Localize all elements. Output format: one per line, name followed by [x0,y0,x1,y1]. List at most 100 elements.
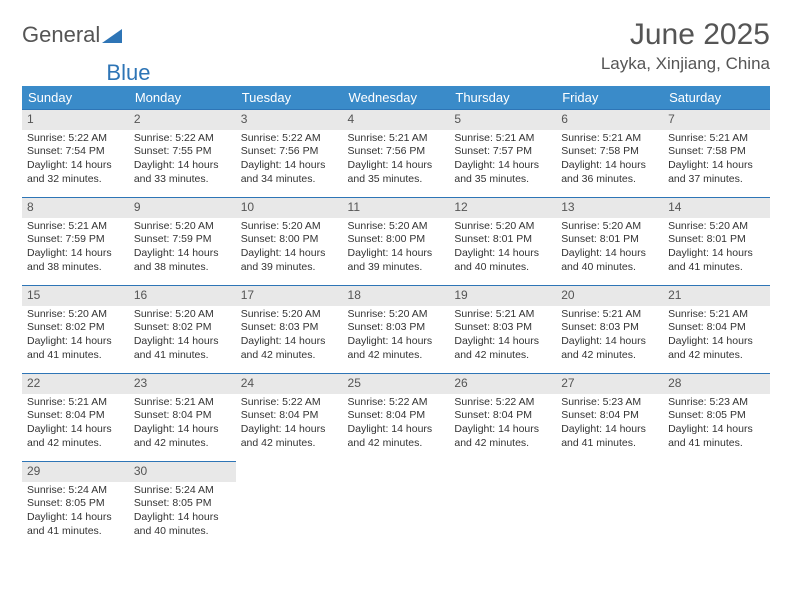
calendar-day-cell: 10Sunrise: 5:20 AMSunset: 8:00 PMDayligh… [236,198,343,286]
sunrise-line: Sunrise: 5:24 AM [27,484,124,498]
day-number: 2 [129,110,236,130]
day-details: Sunrise: 5:22 AMSunset: 7:56 PMDaylight:… [236,132,343,187]
day-number: 5 [449,110,556,130]
sunset-line: Sunset: 8:03 PM [454,321,551,335]
calendar-day-cell: 16Sunrise: 5:20 AMSunset: 8:02 PMDayligh… [129,286,236,374]
calendar-day-cell: 29Sunrise: 5:24 AMSunset: 8:05 PMDayligh… [22,462,129,550]
weekday-header: Tuesday [236,86,343,110]
sunset-line: Sunset: 8:02 PM [27,321,124,335]
day-number: 15 [22,286,129,306]
daylight-line: Daylight: 14 hours and 42 minutes. [561,335,658,362]
daylight-line: Daylight: 14 hours and 40 minutes. [454,247,551,274]
daylight-line: Daylight: 14 hours and 42 minutes. [454,423,551,450]
day-details: Sunrise: 5:21 AMSunset: 7:58 PMDaylight:… [556,132,663,187]
daylight-line: Daylight: 14 hours and 41 minutes. [134,335,231,362]
day-details: Sunrise: 5:23 AMSunset: 8:04 PMDaylight:… [556,396,663,451]
sunset-line: Sunset: 8:04 PM [561,409,658,423]
sunset-line: Sunset: 8:03 PM [348,321,445,335]
sunset-line: Sunset: 8:05 PM [668,409,765,423]
day-details: Sunrise: 5:21 AMSunset: 8:04 PMDaylight:… [663,308,770,363]
calendar-day-cell: 3Sunrise: 5:22 AMSunset: 7:56 PMDaylight… [236,110,343,198]
day-details: Sunrise: 5:21 AMSunset: 7:56 PMDaylight:… [343,132,450,187]
weekday-header: Friday [556,86,663,110]
calendar-week-row: 8Sunrise: 5:21 AMSunset: 7:59 PMDaylight… [22,198,770,286]
calendar-day-cell: 21Sunrise: 5:21 AMSunset: 8:04 PMDayligh… [663,286,770,374]
day-details: Sunrise: 5:20 AMSunset: 8:01 PMDaylight:… [449,220,556,275]
calendar-day-cell: 13Sunrise: 5:20 AMSunset: 8:01 PMDayligh… [556,198,663,286]
calendar-day-cell: 30Sunrise: 5:24 AMSunset: 8:05 PMDayligh… [129,462,236,550]
day-number: 20 [556,286,663,306]
sunset-line: Sunset: 7:55 PM [134,145,231,159]
calendar-day-cell: 1Sunrise: 5:22 AMSunset: 7:54 PMDaylight… [22,110,129,198]
logo: General [22,18,122,48]
day-details: Sunrise: 5:20 AMSunset: 8:01 PMDaylight:… [556,220,663,275]
sunrise-line: Sunrise: 5:23 AM [668,396,765,410]
sunset-line: Sunset: 8:04 PM [241,409,338,423]
day-number: 6 [556,110,663,130]
day-details: Sunrise: 5:22 AMSunset: 8:04 PMDaylight:… [343,396,450,451]
sunset-line: Sunset: 8:04 PM [134,409,231,423]
daylight-line: Daylight: 14 hours and 38 minutes. [27,247,124,274]
daylight-line: Daylight: 14 hours and 32 minutes. [27,159,124,186]
calendar-day-cell: 19Sunrise: 5:21 AMSunset: 8:03 PMDayligh… [449,286,556,374]
daylight-line: Daylight: 14 hours and 42 minutes. [348,335,445,362]
day-number: 16 [129,286,236,306]
daylight-line: Daylight: 14 hours and 38 minutes. [134,247,231,274]
daylight-line: Daylight: 14 hours and 42 minutes. [454,335,551,362]
day-details: Sunrise: 5:20 AMSunset: 8:03 PMDaylight:… [236,308,343,363]
sunrise-line: Sunrise: 5:24 AM [134,484,231,498]
day-details: Sunrise: 5:21 AMSunset: 7:58 PMDaylight:… [663,132,770,187]
calendar-day-cell: 8Sunrise: 5:21 AMSunset: 7:59 PMDaylight… [22,198,129,286]
day-details: Sunrise: 5:20 AMSunset: 8:02 PMDaylight:… [22,308,129,363]
daylight-line: Daylight: 14 hours and 41 minutes. [668,423,765,450]
daylight-line: Daylight: 14 hours and 36 minutes. [561,159,658,186]
calendar-day-cell: 6Sunrise: 5:21 AMSunset: 7:58 PMDaylight… [556,110,663,198]
calendar-day-cell: 26Sunrise: 5:22 AMSunset: 8:04 PMDayligh… [449,374,556,462]
sunrise-line: Sunrise: 5:21 AM [561,132,658,146]
day-number: 12 [449,198,556,218]
day-number: 4 [343,110,450,130]
sunrise-line: Sunrise: 5:20 AM [27,308,124,322]
day-number: 10 [236,198,343,218]
calendar-day-cell [663,462,770,550]
sunset-line: Sunset: 7:57 PM [454,145,551,159]
day-number: 1 [22,110,129,130]
calendar-day-cell [236,462,343,550]
sunrise-line: Sunrise: 5:21 AM [454,132,551,146]
weekday-header: Thursday [449,86,556,110]
day-details: Sunrise: 5:22 AMSunset: 7:55 PMDaylight:… [129,132,236,187]
daylight-line: Daylight: 14 hours and 39 minutes. [348,247,445,274]
calendar-day-cell: 23Sunrise: 5:21 AMSunset: 8:04 PMDayligh… [129,374,236,462]
calendar-day-cell [449,462,556,550]
calendar-day-cell: 17Sunrise: 5:20 AMSunset: 8:03 PMDayligh… [236,286,343,374]
calendar-day-cell: 20Sunrise: 5:21 AMSunset: 8:03 PMDayligh… [556,286,663,374]
calendar-table: Sunday Monday Tuesday Wednesday Thursday… [22,86,770,550]
calendar-day-cell: 7Sunrise: 5:21 AMSunset: 7:58 PMDaylight… [663,110,770,198]
daylight-line: Daylight: 14 hours and 41 minutes. [561,423,658,450]
calendar-day-cell: 14Sunrise: 5:20 AMSunset: 8:01 PMDayligh… [663,198,770,286]
calendar-day-cell: 15Sunrise: 5:20 AMSunset: 8:02 PMDayligh… [22,286,129,374]
sunrise-line: Sunrise: 5:22 AM [241,396,338,410]
sunset-line: Sunset: 7:58 PM [561,145,658,159]
sunset-line: Sunset: 7:56 PM [348,145,445,159]
calendar-day-cell: 22Sunrise: 5:21 AMSunset: 8:04 PMDayligh… [22,374,129,462]
sunset-line: Sunset: 7:58 PM [668,145,765,159]
sunset-line: Sunset: 7:54 PM [27,145,124,159]
sunset-line: Sunset: 8:04 PM [348,409,445,423]
calendar-day-cell: 27Sunrise: 5:23 AMSunset: 8:04 PMDayligh… [556,374,663,462]
calendar-day-cell: 2Sunrise: 5:22 AMSunset: 7:55 PMDaylight… [129,110,236,198]
sunrise-line: Sunrise: 5:23 AM [561,396,658,410]
sunrise-line: Sunrise: 5:22 AM [27,132,124,146]
sunrise-line: Sunrise: 5:20 AM [134,308,231,322]
day-number: 14 [663,198,770,218]
day-details: Sunrise: 5:20 AMSunset: 8:02 PMDaylight:… [129,308,236,363]
sunset-line: Sunset: 8:01 PM [668,233,765,247]
day-details: Sunrise: 5:22 AMSunset: 7:54 PMDaylight:… [22,132,129,187]
sunset-line: Sunset: 8:04 PM [454,409,551,423]
day-number: 18 [343,286,450,306]
sunrise-line: Sunrise: 5:22 AM [241,132,338,146]
sunrise-line: Sunrise: 5:20 AM [241,308,338,322]
day-details: Sunrise: 5:20 AMSunset: 8:00 PMDaylight:… [236,220,343,275]
daylight-line: Daylight: 14 hours and 40 minutes. [561,247,658,274]
title-block: June 2025 Layka, Xinjiang, China [601,18,770,74]
